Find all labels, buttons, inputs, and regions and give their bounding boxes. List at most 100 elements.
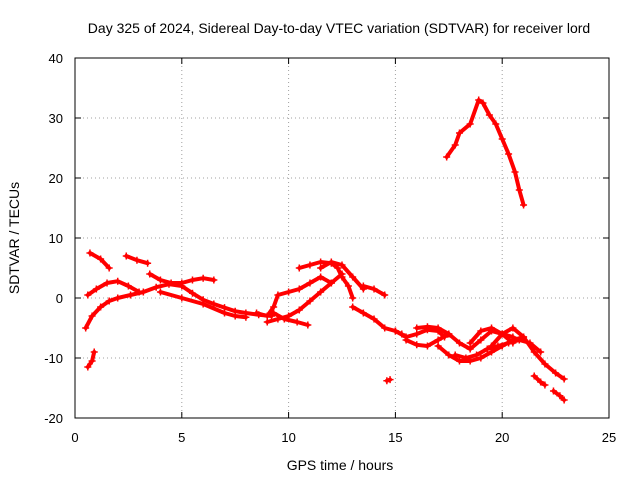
x-tick-label: 0	[71, 430, 78, 445]
data-point	[349, 294, 357, 302]
data-point	[306, 297, 314, 305]
data-point	[541, 360, 549, 368]
data-point	[97, 303, 105, 311]
data-point	[455, 339, 463, 347]
data-point	[475, 96, 483, 104]
y-tick-label: 40	[49, 51, 63, 66]
data-point	[317, 264, 325, 272]
data-point	[231, 312, 239, 320]
data-point	[178, 279, 186, 287]
data-point	[552, 369, 560, 377]
data-point	[221, 309, 229, 317]
data-point	[413, 324, 421, 332]
data-point	[133, 256, 141, 264]
data-point	[530, 348, 538, 356]
y-axis-label: SDTVAR / TECUs	[6, 182, 22, 294]
data-point	[520, 333, 528, 341]
data-point	[105, 264, 113, 272]
data-point	[327, 258, 335, 266]
data-point	[445, 351, 453, 359]
data-point	[530, 372, 538, 380]
data-point	[443, 153, 451, 161]
data-point	[263, 318, 271, 326]
data-point	[349, 273, 357, 281]
data-point	[423, 342, 431, 350]
data-point	[434, 324, 442, 332]
y-tick-label: 0	[56, 291, 63, 306]
data-point	[88, 357, 96, 365]
data-point	[359, 282, 367, 290]
x-axis-label: GPS time / hours	[287, 457, 394, 473]
data-point	[455, 129, 463, 137]
series-arc-w	[532, 374, 547, 387]
data-point	[317, 288, 325, 296]
data-point	[445, 330, 453, 338]
series-arc-b	[83, 282, 274, 330]
data-point	[188, 289, 196, 297]
data-point	[103, 279, 111, 287]
data-point	[492, 120, 500, 128]
data-point	[293, 318, 301, 326]
data-point	[485, 111, 493, 119]
data-point	[509, 324, 517, 332]
series-arc-p	[393, 327, 447, 339]
data-point	[477, 327, 485, 335]
data-point	[84, 291, 92, 299]
x-tick-label: 20	[495, 430, 509, 445]
data-point	[511, 168, 519, 176]
data-point	[92, 285, 100, 293]
data-point	[210, 276, 218, 284]
data-point	[84, 363, 92, 371]
data-point	[556, 392, 564, 400]
data-point	[338, 261, 346, 269]
data-point	[455, 357, 463, 365]
data-point	[477, 354, 485, 362]
data-point	[413, 330, 421, 338]
data-point	[156, 276, 164, 284]
data-point	[466, 120, 474, 128]
data-point	[537, 378, 545, 386]
data-point	[295, 306, 303, 314]
data-point	[274, 291, 282, 299]
series-arc-a	[85, 350, 97, 369]
data-point	[90, 348, 98, 356]
y-axis-ticks: -20 -10 0 10 20 30 40	[44, 51, 609, 426]
data-point	[423, 323, 431, 331]
data-point	[270, 303, 278, 311]
data-point	[188, 276, 196, 284]
data-point	[381, 291, 389, 299]
data-point	[515, 336, 523, 344]
data-point	[127, 291, 135, 299]
y-tick-label: 10	[49, 231, 63, 246]
data-point	[477, 336, 485, 344]
x-tick-label: 10	[281, 430, 295, 445]
x-tick-label: 5	[178, 430, 185, 445]
data-point	[370, 285, 378, 293]
data-point	[383, 377, 391, 385]
data-point	[413, 341, 421, 349]
data-point	[253, 309, 261, 317]
series-arc-c	[85, 279, 142, 297]
data-point	[560, 396, 568, 404]
x-tick-label: 15	[388, 430, 402, 445]
data-point	[505, 150, 513, 158]
data-point	[317, 273, 325, 281]
data-point	[82, 324, 90, 332]
data-series	[82, 96, 568, 404]
data-point	[344, 282, 352, 290]
data-point	[199, 300, 207, 308]
data-point	[479, 99, 487, 107]
data-point	[124, 282, 132, 290]
data-point	[494, 342, 502, 350]
data-point	[466, 339, 474, 347]
series-arc-j	[271, 311, 310, 327]
data-point	[515, 186, 523, 194]
x-axis-ticks: 0 5 10 15 20 25	[71, 58, 616, 445]
data-point	[285, 288, 293, 296]
data-point	[178, 294, 186, 302]
chart-title: Day 325 of 2024, Sidereal Day-to-day VTE…	[88, 20, 590, 36]
data-point	[434, 336, 442, 344]
data-point	[391, 327, 399, 335]
data-point	[483, 345, 491, 353]
